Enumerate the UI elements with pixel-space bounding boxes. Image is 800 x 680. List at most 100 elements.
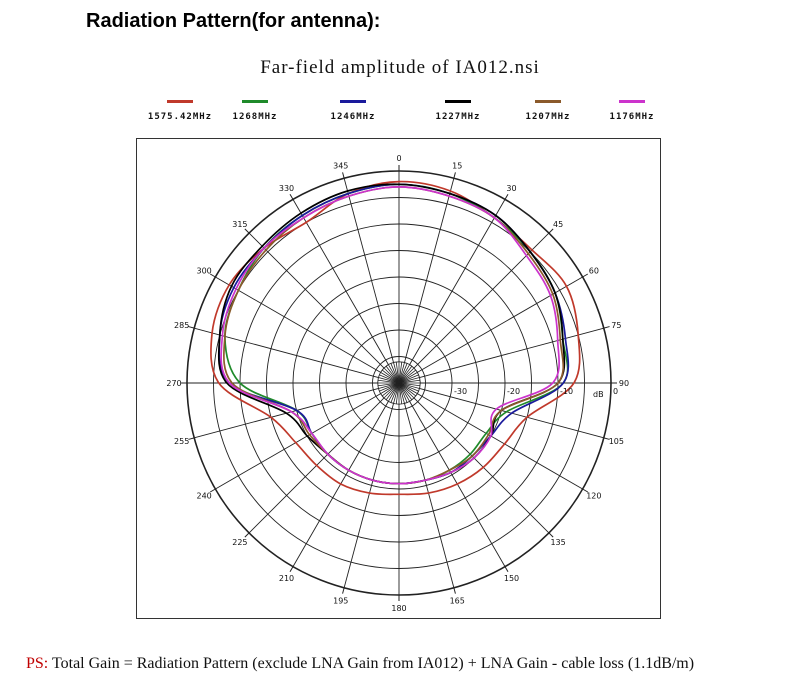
angle-tick-label: 270 [166, 379, 181, 388]
angle-tick [548, 532, 554, 538]
legend-item: 1207MHz [493, 100, 603, 122]
legend-item: 1575.42MHz [125, 100, 235, 122]
footnote: PS: Total Gain = Radiation Pattern (excl… [26, 655, 694, 673]
angle-tick-label: 330 [279, 184, 294, 193]
angle-tick [504, 193, 509, 200]
grid-core-spoke [398, 369, 417, 384]
angle-tick-label: 45 [553, 220, 563, 229]
grid-core-spoke [388, 364, 400, 384]
unit-label: dB [593, 390, 604, 399]
series-line [218, 183, 570, 485]
grid-spoke [215, 276, 381, 373]
series-line [217, 183, 566, 485]
legend-label: 1176MHz [609, 112, 655, 122]
angle-tick [582, 488, 589, 493]
angle-tick-label: 180 [391, 604, 406, 613]
grid-core-spoke [398, 374, 419, 384]
angle-tick-label: 165 [450, 596, 465, 605]
grid-spoke [413, 397, 550, 534]
angle-tick-label: 150 [504, 574, 519, 583]
angle-tick [209, 488, 216, 493]
angle-tick [209, 273, 216, 278]
grid-spoke [215, 393, 381, 490]
grid-core-spoke [398, 382, 415, 399]
grid-spoke [419, 327, 604, 378]
angle-tick-label: 300 [197, 267, 212, 276]
grid-core-spoke [381, 369, 400, 384]
grid-core-spoke [398, 382, 403, 405]
angle-tick-label: 105 [609, 437, 624, 446]
chart-title: Far-field amplitude of IA012.nsi [260, 57, 540, 78]
legend-label: 1268MHz [232, 112, 278, 122]
angle-tick [548, 228, 554, 234]
legend-item: 1227MHz [403, 100, 513, 122]
angle-tick [244, 532, 250, 538]
grid-core-spoke [385, 365, 400, 384]
series-line [220, 186, 561, 485]
grid-core-spoke [398, 372, 418, 384]
grid-spoke [404, 178, 455, 363]
angle-tick [289, 566, 294, 573]
grid-spoke [409, 199, 506, 365]
angle-tick [603, 437, 610, 440]
grid-core-spoke [393, 382, 400, 404]
grid-spoke [343, 403, 394, 588]
grid-core-spoke [388, 382, 400, 402]
legend-item: 1268MHz [200, 100, 310, 122]
angle-tick-label: 30 [506, 184, 516, 193]
grid-core-spoke [378, 382, 400, 389]
grid-core-spoke [398, 382, 419, 392]
grid-spoke [343, 178, 394, 363]
grid-core-spoke [398, 382, 421, 387]
grid-core-spoke [381, 382, 400, 397]
legend-swatch [340, 100, 366, 103]
grid-core-spoke [398, 382, 408, 403]
angle-tick-label: 0 [396, 154, 401, 163]
grid-core-spoke [398, 361, 403, 384]
grid-spoke [417, 276, 583, 373]
grid-core-spoke [378, 377, 400, 384]
grid-core-spoke [385, 382, 400, 401]
angle-tick [244, 228, 250, 234]
angle-tick [188, 326, 195, 329]
legend-swatch [445, 100, 471, 103]
radial-tick-label: -10 [560, 387, 573, 396]
angle-tick-label: 210 [279, 574, 294, 583]
grid-core-spoke [398, 379, 421, 384]
grid-core-spoke [398, 382, 410, 402]
grid-core-spoke [398, 363, 408, 384]
angle-tick-label: 15 [452, 162, 462, 171]
plot-frame: 0 15 30 45 60 75 90 105 120 135 150 165 180 195 210 225… [136, 138, 661, 619]
grid-core-spoke [398, 377, 420, 384]
angle-tick-label: 345 [333, 162, 348, 171]
grid-core-spoke [390, 382, 400, 403]
grid-core-spoke [398, 382, 420, 389]
legend-swatch [242, 100, 268, 103]
legend-swatch [619, 100, 645, 103]
grid-core-spoke [398, 367, 415, 384]
polar-chart: 0 15 30 45 60 75 90 105 120 135 150 165 180 195 210 225… [166, 154, 629, 613]
radial-tick-label: -30 [454, 387, 467, 396]
angle-tick-label: 315 [232, 220, 247, 229]
grid-core-spoke [393, 362, 400, 384]
grid-core-spoke [398, 362, 405, 384]
grid-core-spoke [395, 361, 400, 384]
angle-tick [289, 193, 294, 200]
grid-core-spoke [379, 382, 400, 392]
grid-core-spoke [379, 374, 400, 384]
legend-swatch [167, 100, 193, 103]
grid-core-spoke [398, 364, 410, 384]
grid-core-spoke [380, 372, 400, 384]
footnote-text: Total Gain = Radiation Pattern (exclude … [48, 655, 695, 672]
angle-tick [342, 172, 345, 179]
legend-item: 1246MHz [298, 100, 408, 122]
grid-core-spoke [380, 382, 400, 394]
grid-spoke [404, 403, 455, 588]
series-line [210, 180, 581, 496]
grid-spoke [292, 199, 389, 365]
grid-core-spoke [390, 363, 400, 384]
angle-tick [582, 273, 589, 278]
legend-label: 1575.42MHz [147, 112, 213, 122]
angle-tick [504, 566, 509, 573]
angle-tick-label: 75 [611, 321, 621, 330]
